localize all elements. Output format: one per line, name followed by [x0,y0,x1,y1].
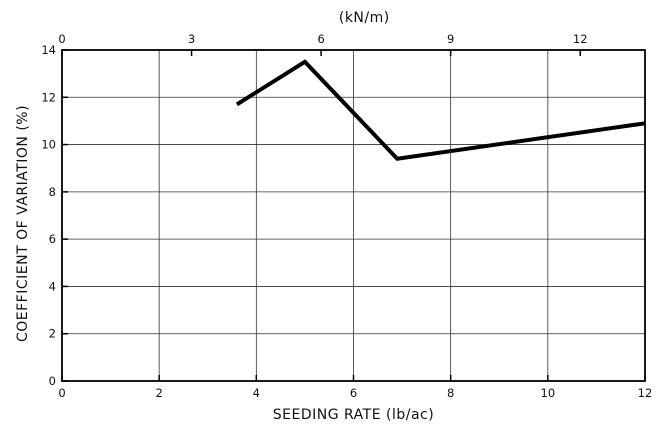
series-line [235,59,646,161]
y-tick-label: 10 [41,138,56,152]
x-tick-label: 10 [541,386,556,400]
y-tick-label: 6 [49,232,56,246]
top-tick-label: 3 [188,32,195,46]
y-tick-label: 2 [49,327,56,341]
x-tick-label: 2 [156,386,163,400]
top-tick-label: 9 [447,32,454,46]
top-tick-label: 0 [58,32,65,46]
x-tick-label: 4 [253,386,260,400]
x-tick-label: 12 [638,386,653,400]
series-layer [235,59,646,161]
grid [61,49,646,382]
axis-ticks [61,49,646,382]
x-tick-label: 6 [350,386,357,400]
y-tick-label: 0 [49,374,56,388]
y-tick-label: 8 [49,185,56,199]
y-tick-label: 12 [41,90,56,104]
top-tick-label: 12 [573,32,588,46]
y-tick-label: 4 [49,279,56,293]
top-axis-title: (kN/m) [339,10,390,26]
top-tick-label: 6 [317,32,324,46]
x-tick-label: 8 [447,386,454,400]
y-axis-title: COEFFICIENT OF VARIATION (%) [15,105,31,342]
x-axis-title: SEEDING RATE (lb/ac) [273,407,434,423]
y-tick-label: 14 [41,43,56,57]
x-tick-label: 0 [58,386,65,400]
